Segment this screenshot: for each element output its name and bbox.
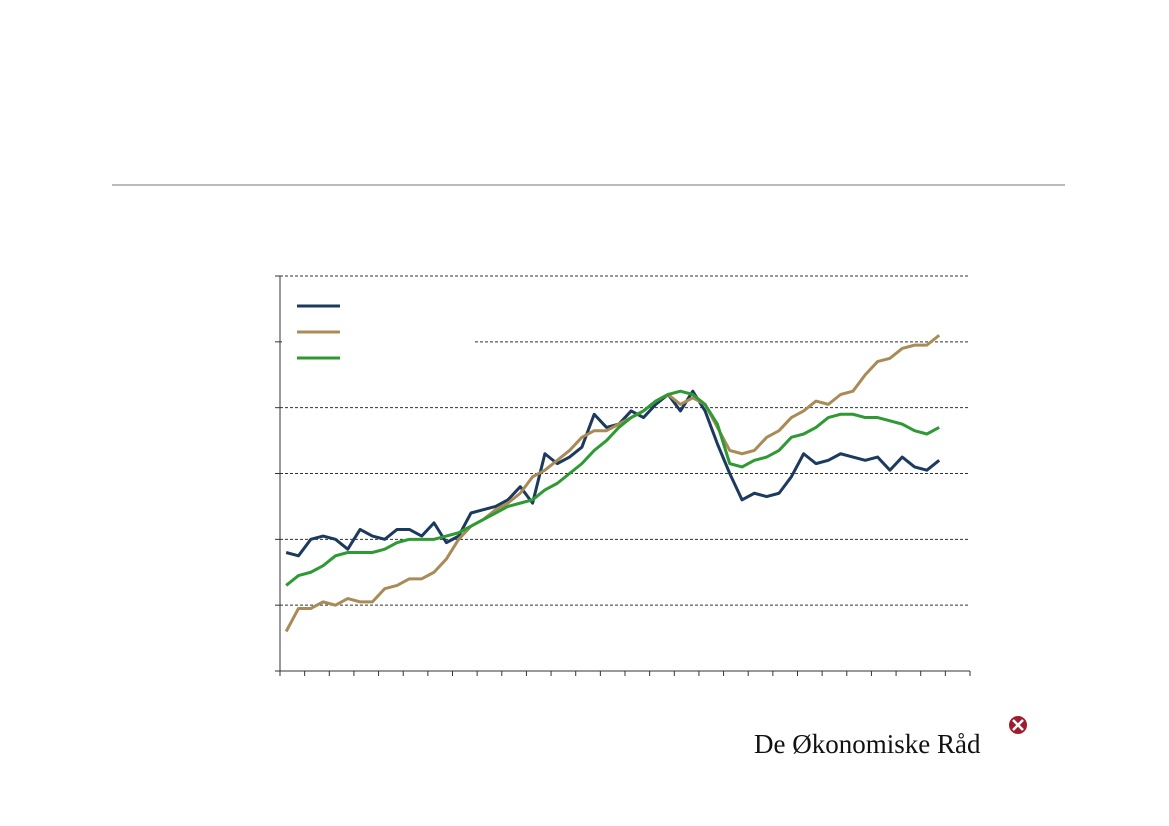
series-line	[284, 334, 941, 633]
legend-box	[282, 285, 474, 375]
chart	[275, 275, 971, 676]
brand-name: De Økonomiske Råd	[754, 729, 981, 759]
brand-logo	[1009, 716, 1027, 734]
series-line	[285, 389, 940, 587]
